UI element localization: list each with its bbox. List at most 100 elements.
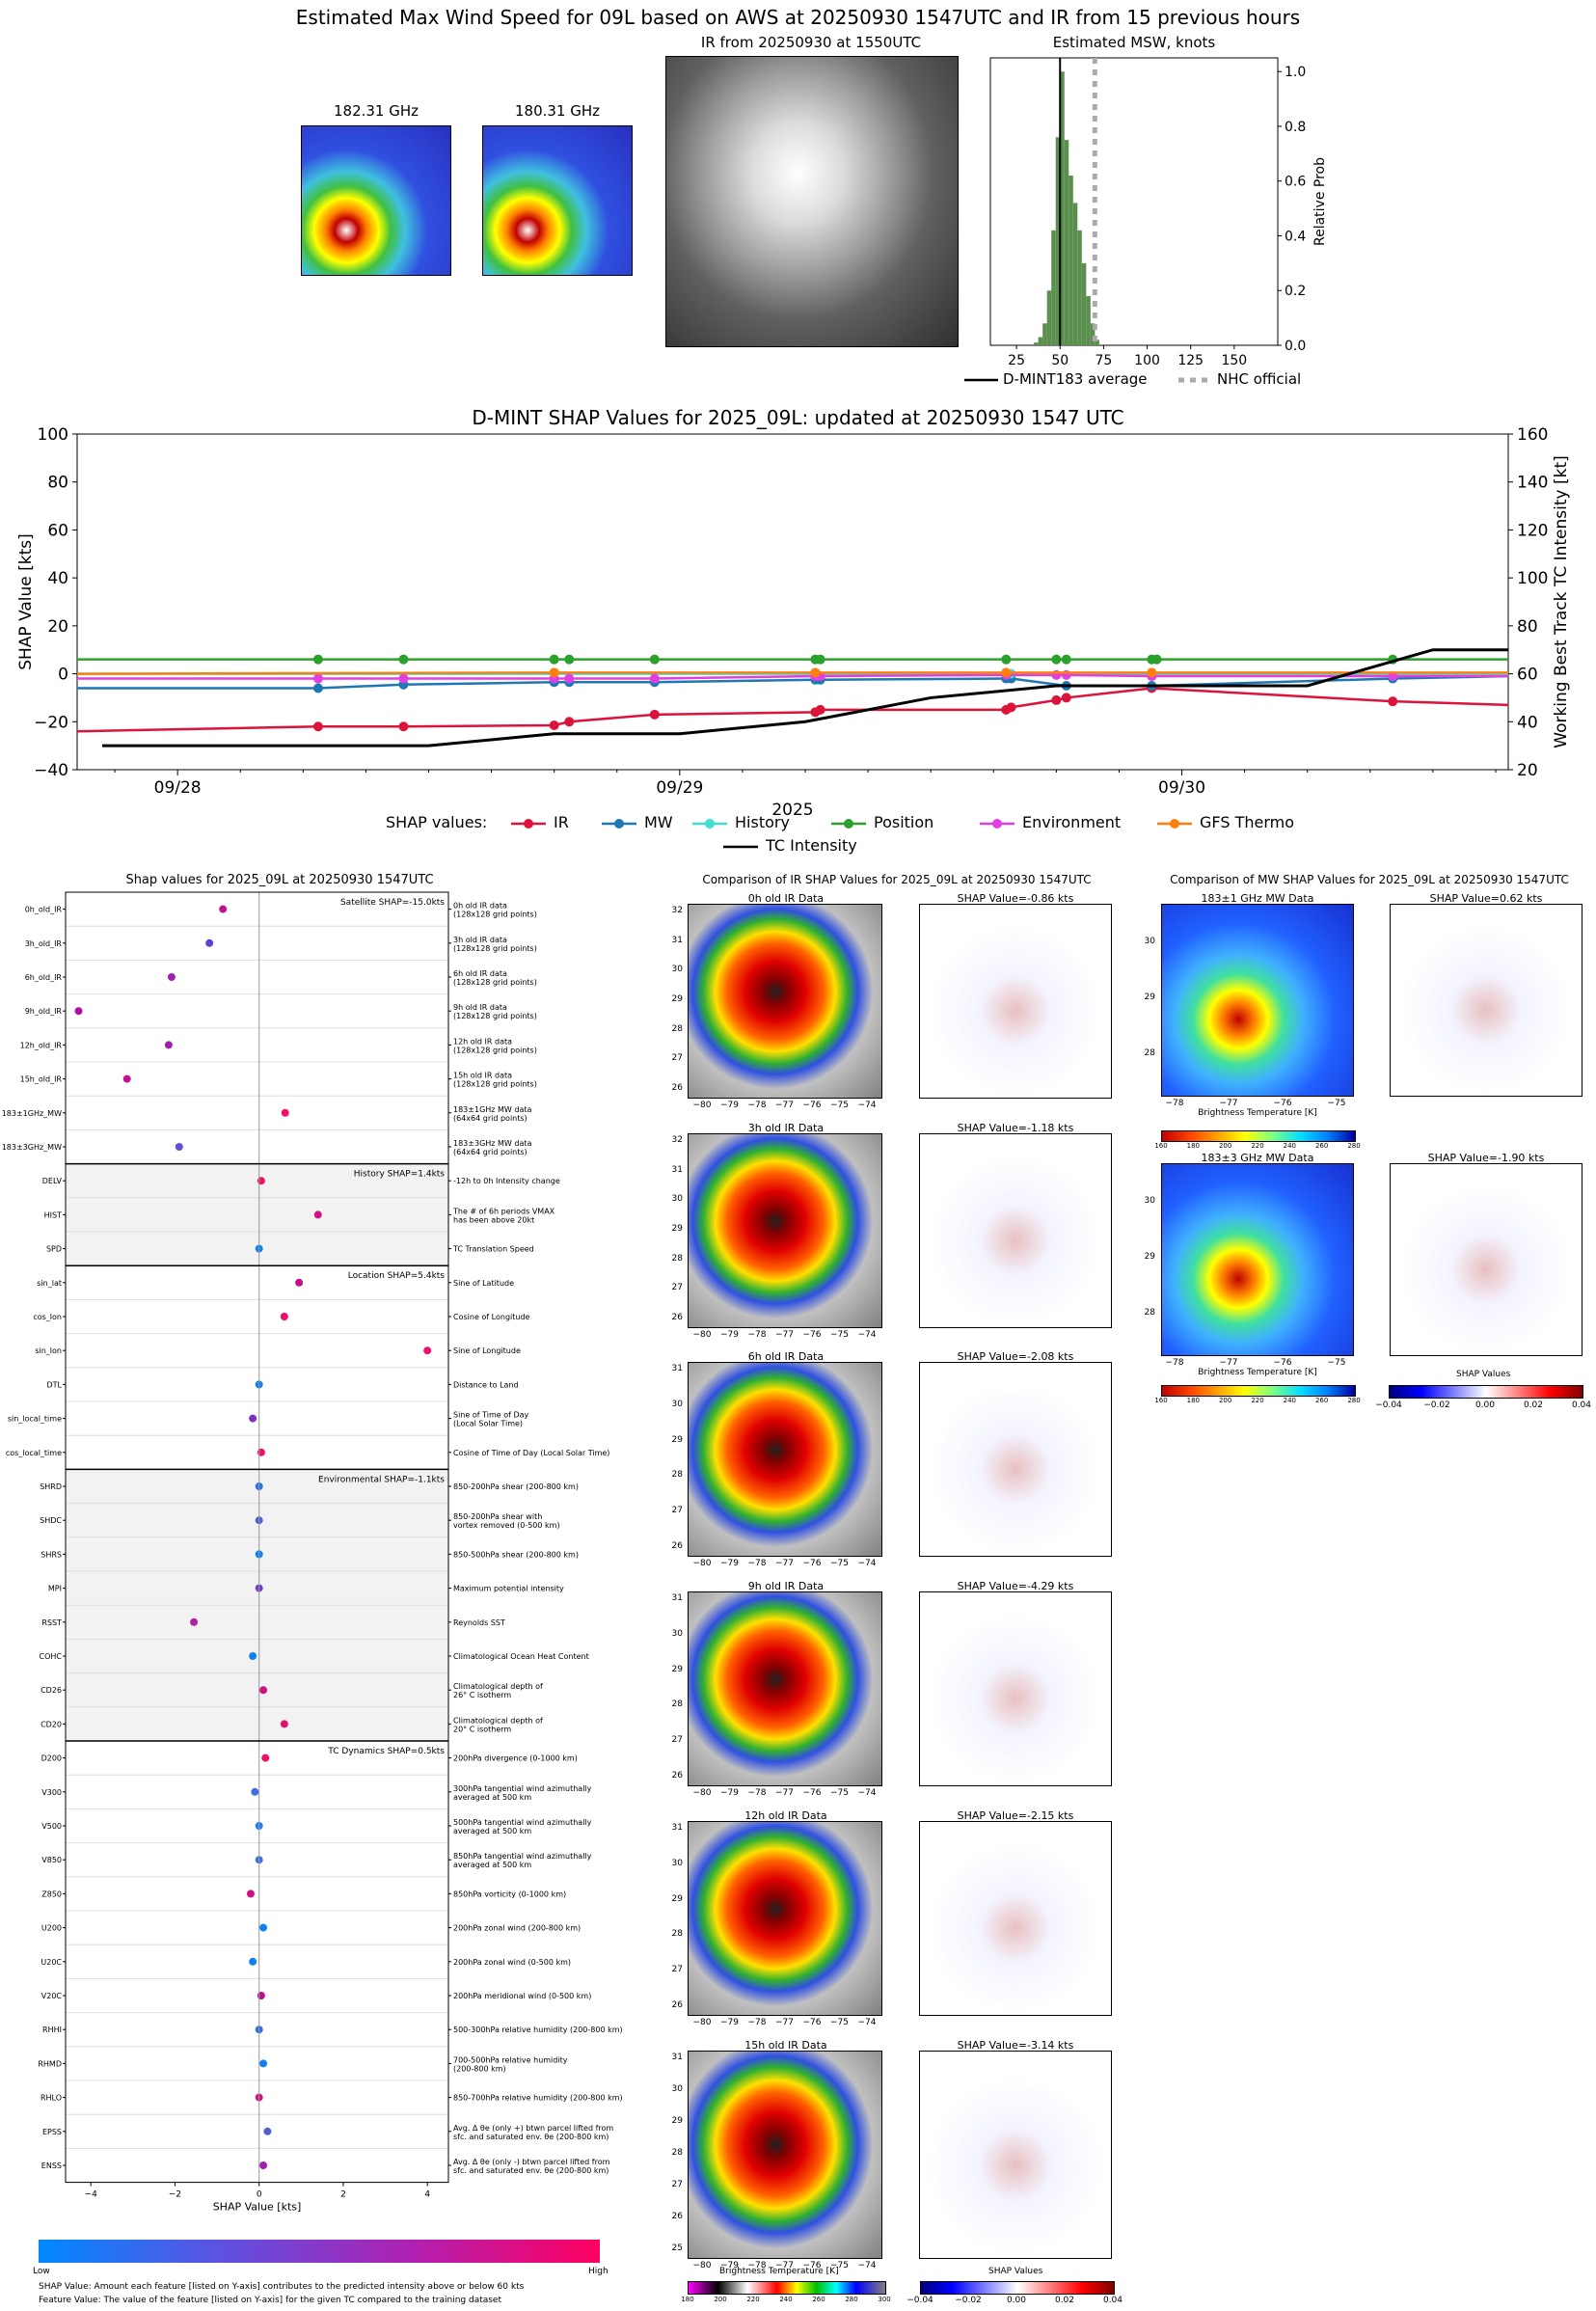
feature-desc: Climatological depth of: [453, 1716, 543, 1725]
group-label: Satellite SHAP=-15.0kts: [340, 898, 445, 908]
ts-ytick-left-label: 0: [58, 666, 68, 685]
feature-name: SPD: [46, 1245, 62, 1254]
msw-bar: [1051, 230, 1056, 345]
feature-name: U20C: [41, 1958, 62, 1967]
shap-panel-title: Shap values for 2025_09L at 20250930 154…: [125, 873, 434, 887]
feature-xtick-label: 2: [340, 2190, 346, 2200]
msw-plot-area: [989, 57, 1279, 346]
ir-xtick-label: −78: [747, 2018, 767, 2027]
ir-cbar-tick: 220: [746, 2296, 760, 2303]
feature-shap-point: [205, 938, 214, 947]
ts-ytick-right-label: 140: [1517, 474, 1548, 493]
feature-desc: Climatological Ocean Heat Content: [453, 1652, 589, 1661]
ts-point: [398, 721, 409, 732]
msw-ytick-label: 0.6: [1285, 175, 1306, 190]
feature-name: DELV: [42, 1177, 63, 1185]
feature-shap-point: [246, 1890, 255, 1898]
feature-name: SHRS: [41, 1550, 62, 1559]
ir-xtick-label: −74: [857, 2261, 877, 2270]
feature-desc-2: (128x128 grid points): [453, 944, 537, 953]
feature-shap-point: [257, 1448, 265, 1456]
ts-ytick-right-label: 120: [1517, 521, 1548, 540]
ir-data-image: [688, 1591, 882, 1786]
feature-xlabel: SHAP Value [kts]: [213, 2201, 302, 2214]
ts-xtick-label: 09/29: [656, 778, 703, 798]
ir-ytick-label: 26: [671, 2000, 683, 2010]
group-label: History SHAP=1.4kts: [354, 1170, 446, 1180]
ts-point: [312, 673, 323, 684]
ts-point: [564, 654, 575, 665]
ir-ytick-label: 32: [671, 1135, 683, 1145]
feature-name: sin_lat: [37, 1279, 62, 1288]
ir-cbar-tick: 300: [878, 2296, 891, 2303]
ir-xtick-label: −78: [747, 1788, 767, 1798]
mw-cbar-tick: 220: [1251, 1142, 1264, 1150]
ir-ytick-label: 31: [671, 2053, 683, 2062]
mw-cbar-tick: 240: [1283, 1142, 1297, 1150]
shap-feature-chart: 0h_old_IR 0h old IR data(128x128 grid poi…: [2, 891, 623, 2214]
ir-data-title: 12h old IR Data: [744, 1809, 827, 1822]
mw-colorbar-1: [1161, 1130, 1356, 1142]
msw-bar: [1060, 71, 1065, 345]
feature-name: SHRD: [40, 1482, 62, 1491]
ir-xtick-label: −76: [802, 1330, 822, 1340]
feature-name: RHHI: [42, 2026, 62, 2034]
msw-bar: [1095, 340, 1099, 345]
ir-shap-cbar-tick: 0.00: [1006, 2296, 1027, 2305]
note-feature: Feature Value: The value of the feature …: [39, 2296, 502, 2305]
ir-xtick-label: −75: [830, 1788, 849, 1798]
feature-desc: 300hPa tangential wind azimuthally: [453, 1784, 592, 1793]
feature-shap-point: [249, 1957, 257, 1966]
feature-desc: 700-500hPa relative humidity: [453, 2055, 568, 2064]
feature-desc: 6h old IR data: [453, 969, 507, 978]
ir-xtick-label: −79: [720, 2018, 739, 2027]
ir-xtick-label: −77: [775, 1101, 794, 1110]
ir-xtick-label: −80: [692, 2261, 712, 2270]
mw-cbar-tick: 220: [1251, 1397, 1264, 1404]
ir-shap-image: [919, 2051, 1112, 2259]
mw-shap-cbar-tick: 0.00: [1474, 1400, 1496, 1410]
ir-shap-image: [919, 1821, 1112, 2016]
ir-ytick-label: 27: [671, 1506, 683, 1516]
ir-xtick-label: −80: [692, 1330, 712, 1340]
ir-title: IR from 20250930 at 1550UTC: [700, 34, 922, 51]
ir-ytick-label: 28: [671, 1253, 683, 1264]
feature-shap-point: [257, 1992, 265, 1999]
ir-ytick-label: 28: [671, 1699, 683, 1710]
feature-shap-point: [190, 1618, 199, 1626]
msw-xtick-label: 125: [1177, 353, 1204, 368]
feature-desc: 200hPa zonal wind (0-500 km): [453, 1958, 571, 1967]
feature-desc: 12h old IR data: [453, 1037, 512, 1046]
ir-ytick-label: 27: [671, 2180, 683, 2189]
msw-xtick-label: 50: [1051, 353, 1069, 368]
ts-point: [1051, 654, 1062, 665]
ir-ytick-label: 30: [671, 2084, 683, 2094]
ts-ytick-right-label: 40: [1517, 713, 1538, 732]
ir-shap-cbar-tick: −0.02: [955, 2296, 982, 2305]
ir-data-title: 9h old IR Data: [747, 1580, 825, 1592]
ts-point: [649, 654, 660, 665]
feature-desc: 850hPa vorticity (0-1000 km): [453, 1890, 566, 1898]
feature-shap-point: [259, 1923, 268, 1932]
ir-xtick-label: −75: [830, 1330, 849, 1340]
ts-point: [312, 721, 323, 732]
ir-xtick-label: −77: [775, 1559, 794, 1568]
note-shap: SHAP Value: Amount each feature [listed …: [39, 2282, 525, 2292]
feature-desc-2: (128x128 grid points): [453, 1046, 537, 1054]
feature-desc: Maximum potential intensity: [453, 1585, 564, 1593]
ir-xtick-label: −77: [775, 1330, 794, 1340]
legend-tc-intensity: TC Intensity: [766, 836, 857, 855]
feature-desc: 183±3GHz MW data: [453, 1139, 531, 1148]
mw-cbar-tick: 260: [1314, 1397, 1329, 1404]
feature-xtick-label: −2: [169, 2190, 181, 2200]
ir-ytick-label: 28: [671, 1023, 683, 1034]
ir-xtick-label: −78: [747, 1101, 767, 1110]
feature-desc: 9h old IR data: [453, 1003, 507, 1012]
mw-data-image: [1161, 1163, 1354, 1356]
feature-desc: 200hPa zonal wind (200-800 km): [453, 1924, 581, 1933]
legend-title: SHAP values:: [386, 813, 488, 831]
ir-xtick-label: −79: [720, 1559, 739, 1568]
feature-shap-point: [122, 1074, 131, 1083]
ts-ytick-left-label: −20: [34, 713, 68, 732]
feature-name: cos_local_time: [6, 1449, 62, 1457]
